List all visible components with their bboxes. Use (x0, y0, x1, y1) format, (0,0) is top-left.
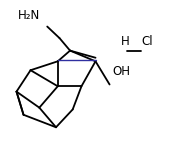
Text: H₂N: H₂N (18, 9, 41, 22)
Text: H: H (121, 35, 130, 48)
Text: OH: OH (112, 65, 130, 78)
Text: Cl: Cl (141, 35, 153, 48)
